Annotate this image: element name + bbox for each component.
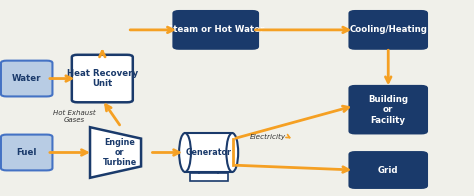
Text: Grid: Grid <box>378 165 399 174</box>
Ellipse shape <box>179 133 191 172</box>
FancyBboxPatch shape <box>173 11 258 49</box>
Text: Steam or Hot Water: Steam or Hot Water <box>167 25 264 34</box>
Text: Engine
or
Turbine: Engine or Turbine <box>102 138 137 167</box>
FancyBboxPatch shape <box>349 86 427 133</box>
Polygon shape <box>90 127 141 178</box>
Text: Electricity: Electricity <box>250 134 286 140</box>
FancyBboxPatch shape <box>185 133 232 172</box>
FancyBboxPatch shape <box>72 55 133 102</box>
FancyBboxPatch shape <box>190 173 228 181</box>
Text: Generator: Generator <box>186 148 232 157</box>
Text: Fuel: Fuel <box>17 148 37 157</box>
Text: Heat Recovery
Unit: Heat Recovery Unit <box>67 69 138 88</box>
FancyBboxPatch shape <box>349 152 427 188</box>
Text: Building
or
Facility: Building or Facility <box>368 95 408 125</box>
FancyBboxPatch shape <box>1 61 53 96</box>
Text: Water: Water <box>12 74 41 83</box>
FancyBboxPatch shape <box>1 135 53 170</box>
Text: Cooling/Heating: Cooling/Heating <box>349 25 427 34</box>
Text: Hot Exhaust
Gases: Hot Exhaust Gases <box>53 110 95 123</box>
Ellipse shape <box>227 133 238 172</box>
FancyBboxPatch shape <box>349 11 427 49</box>
